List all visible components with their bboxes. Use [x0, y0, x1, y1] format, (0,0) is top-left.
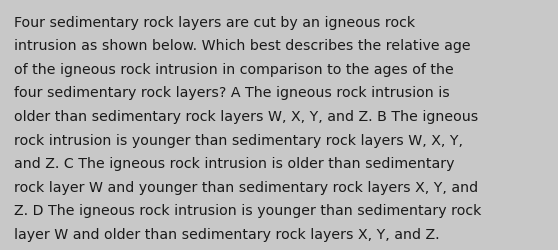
Text: rock intrusion is younger than sedimentary rock layers W, X, Y,: rock intrusion is younger than sedimenta…	[14, 133, 463, 147]
Text: Four sedimentary rock layers are cut by an igneous rock: Four sedimentary rock layers are cut by …	[14, 16, 415, 30]
Text: older than sedimentary rock layers W, X, Y, and Z. B The igneous: older than sedimentary rock layers W, X,…	[14, 110, 478, 124]
Text: and Z. C The igneous rock intrusion is older than sedimentary: and Z. C The igneous rock intrusion is o…	[14, 156, 454, 170]
Text: four sedimentary rock layers? A The igneous rock intrusion is: four sedimentary rock layers? A The igne…	[14, 86, 450, 100]
Text: layer W and older than sedimentary rock layers X, Y, and Z.: layer W and older than sedimentary rock …	[14, 227, 440, 241]
Text: Z. D The igneous rock intrusion is younger than sedimentary rock: Z. D The igneous rock intrusion is young…	[14, 204, 482, 218]
Text: rock layer W and younger than sedimentary rock layers X, Y, and: rock layer W and younger than sedimentar…	[14, 180, 478, 194]
Text: of the igneous rock intrusion in comparison to the ages of the: of the igneous rock intrusion in compari…	[14, 62, 454, 76]
Text: intrusion as shown below. Which best describes the relative age: intrusion as shown below. Which best des…	[14, 39, 470, 53]
